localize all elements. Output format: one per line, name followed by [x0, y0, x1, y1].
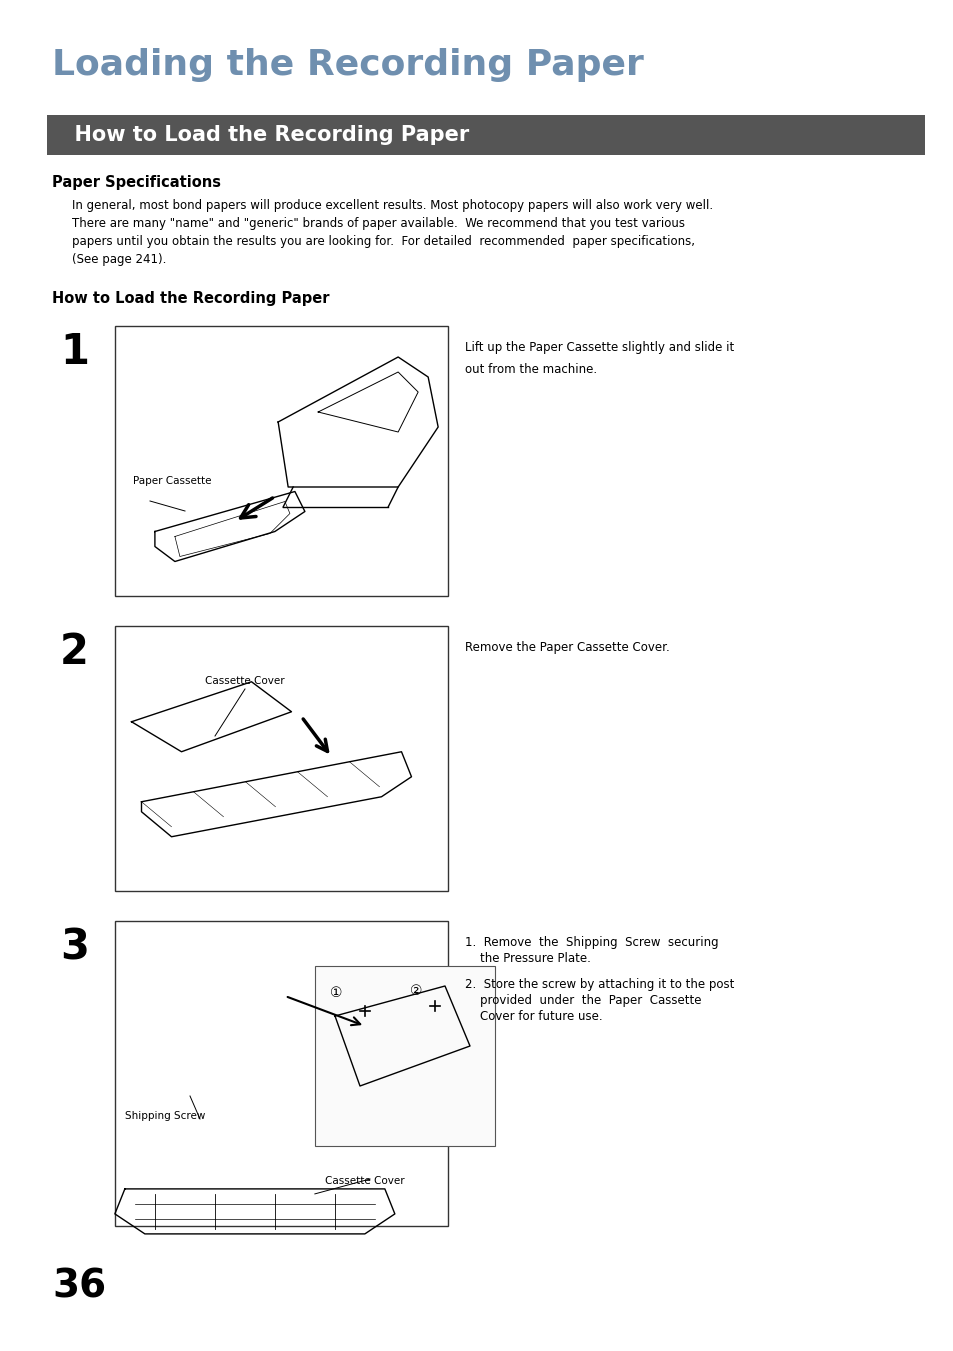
Text: 2: 2 [60, 631, 89, 673]
Text: How to Load the Recording Paper: How to Load the Recording Paper [60, 126, 469, 145]
Text: provided  under  the  Paper  Cassette: provided under the Paper Cassette [464, 994, 700, 1006]
Text: Loading the Recording Paper: Loading the Recording Paper [52, 49, 643, 82]
Text: papers until you obtain the results you are looking for.  For detailed  recommen: papers until you obtain the results you … [71, 235, 695, 249]
Text: 1.  Remove  the  Shipping  Screw  securing: 1. Remove the Shipping Screw securing [464, 936, 718, 948]
Text: Remove the Paper Cassette Cover.: Remove the Paper Cassette Cover. [464, 640, 669, 654]
Text: Paper Cassette: Paper Cassette [132, 476, 212, 486]
Text: Cassette Cover: Cassette Cover [205, 676, 284, 686]
Text: There are many "name" and "generic" brands of paper available.  We recommend tha: There are many "name" and "generic" bran… [71, 218, 684, 230]
Text: (See page 241).: (See page 241). [71, 253, 166, 266]
Bar [47, 115, 924, 155]
Text: How to Load the Recording Paper: How to Load the Recording Paper [52, 290, 329, 305]
Text: 36: 36 [52, 1269, 106, 1306]
Text: Paper Specifications: Paper Specifications [52, 176, 221, 190]
Text: 2.  Store the screw by attaching it to the post: 2. Store the screw by attaching it to th… [464, 978, 734, 992]
Text: the Pressure Plate.: the Pressure Plate. [464, 952, 590, 965]
Text: ①: ① [330, 986, 342, 1000]
Text: Lift up the Paper Cassette slightly and slide it: Lift up the Paper Cassette slightly and … [464, 340, 734, 354]
Text: Cassette Cover: Cassette Cover [325, 1175, 404, 1186]
Bar [115, 326, 448, 596]
Text: 1: 1 [60, 331, 89, 373]
Text: In general, most bond papers will produce excellent results. Most photocopy pape: In general, most bond papers will produc… [71, 199, 713, 212]
Bar [314, 966, 495, 1146]
Text: ②: ② [410, 984, 422, 998]
Text: Shipping Screw: Shipping Screw [125, 1111, 205, 1121]
Text: Cover for future use.: Cover for future use. [464, 1011, 602, 1023]
Bar [115, 626, 448, 892]
Text: out from the machine.: out from the machine. [464, 363, 597, 376]
Bar [115, 921, 448, 1225]
Text: 3: 3 [60, 925, 89, 969]
